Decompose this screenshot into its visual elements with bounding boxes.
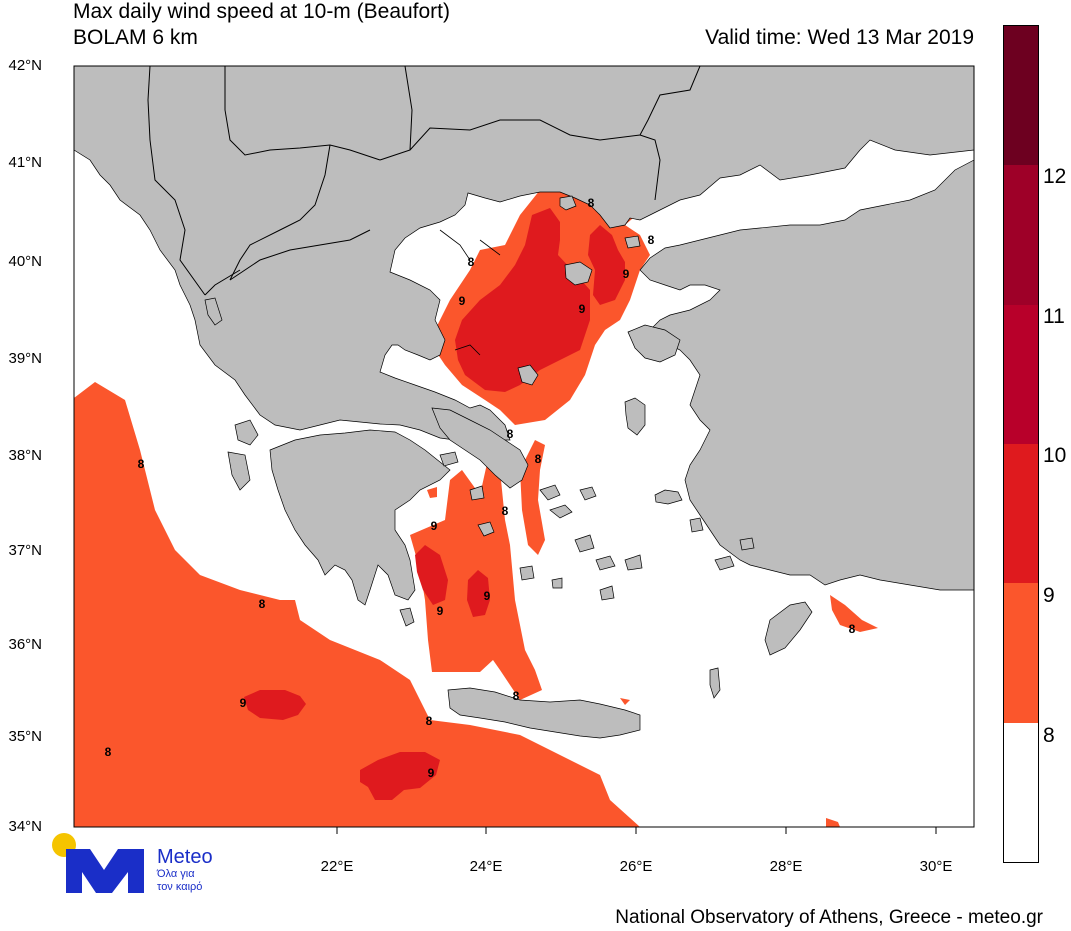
lat-label: 41°N bbox=[8, 154, 42, 171]
valid-time: Valid time: Wed 13 Mar 2019 bbox=[705, 26, 974, 49]
colorbar bbox=[1003, 25, 1039, 863]
colorbar-swatch bbox=[1004, 443, 1038, 584]
contour-label: 8 bbox=[588, 196, 595, 210]
colorbar-label: 9 bbox=[1043, 584, 1055, 607]
lon-label: 24°E bbox=[469, 858, 503, 875]
lon-label: 28°E bbox=[769, 858, 803, 875]
colorbar-label: 11 bbox=[1043, 305, 1065, 328]
credit-text: National Observatory of Athens, Greece -… bbox=[615, 907, 1043, 928]
axis-ticks bbox=[66, 66, 74, 827]
lon-label: 22°E bbox=[320, 858, 354, 875]
wind-level-9-10 bbox=[244, 208, 625, 800]
contour-label: 8 bbox=[513, 689, 520, 703]
m-mark-icon bbox=[66, 849, 144, 893]
logo-name: Meteo bbox=[157, 846, 213, 868]
logo-text: Meteo Όλα για τον καιρό bbox=[157, 846, 213, 894]
contour-label: 8 bbox=[105, 745, 112, 759]
lat-label: 34°N bbox=[8, 818, 42, 835]
country-borders bbox=[147, 66, 701, 296]
colorbar-swatch bbox=[1004, 722, 1038, 862]
lon-ticks bbox=[336, 827, 937, 834]
colorbar-swatch bbox=[1004, 304, 1038, 444]
lat-label: 39°N bbox=[8, 350, 42, 367]
colorbar-label: 12 bbox=[1043, 165, 1067, 188]
logo-tagline-2: τον καιρό bbox=[157, 881, 203, 893]
contour-label: 8 bbox=[849, 622, 856, 636]
contour-label: 8 bbox=[138, 457, 145, 471]
contour-label: 9 bbox=[431, 519, 438, 533]
lat-label: 42°N bbox=[8, 57, 42, 74]
contour-label: 8 bbox=[507, 427, 514, 441]
lat-label: 37°N bbox=[8, 542, 42, 559]
model-name: BOLAM 6 km bbox=[73, 26, 198, 49]
coastline-detail bbox=[439, 229, 501, 356]
contour-label: 8 bbox=[426, 714, 433, 728]
lat-label: 38°N bbox=[8, 447, 42, 464]
colorbar-swatch bbox=[1004, 583, 1038, 723]
lat-label: 36°N bbox=[8, 636, 42, 653]
lat-label: 35°N bbox=[8, 728, 42, 745]
colorbar-swatch bbox=[1004, 165, 1038, 305]
contour-label: 8 bbox=[502, 504, 509, 518]
colorbar-label: 8 bbox=[1043, 724, 1055, 747]
map-frame bbox=[73, 65, 975, 828]
contour-label: 9 bbox=[437, 604, 444, 618]
contour-label: 8 bbox=[535, 452, 542, 466]
contour-label: 8 bbox=[648, 233, 655, 247]
contour-label: 9 bbox=[484, 589, 491, 603]
contour-label: 9 bbox=[240, 696, 247, 710]
contour-label: 9 bbox=[428, 766, 435, 780]
land-mass bbox=[74, 66, 974, 739]
contour-label: 9 bbox=[459, 294, 466, 308]
map-title: Max daily wind speed at 10-m (Beaufort) bbox=[73, 0, 451, 23]
colorbar-label: 10 bbox=[1043, 444, 1067, 467]
lat-label: 40°N bbox=[8, 253, 42, 270]
contour-label: 9 bbox=[579, 302, 586, 316]
lon-label: 30°E bbox=[919, 858, 953, 875]
lon-label: 26°E bbox=[619, 858, 653, 875]
contour-label: 8 bbox=[259, 597, 266, 611]
colorbar-swatch bbox=[1004, 26, 1038, 166]
contour-label: 9 bbox=[623, 267, 630, 281]
logo-tagline-1: Όλα για bbox=[157, 868, 195, 880]
meteo-logo bbox=[52, 833, 144, 893]
contour-labels: 8 8 8 8 8 8 8 8 8 8 8 8 9 9 9 9 9 9 9 9 bbox=[105, 196, 856, 780]
contour-label: 8 bbox=[468, 255, 475, 269]
